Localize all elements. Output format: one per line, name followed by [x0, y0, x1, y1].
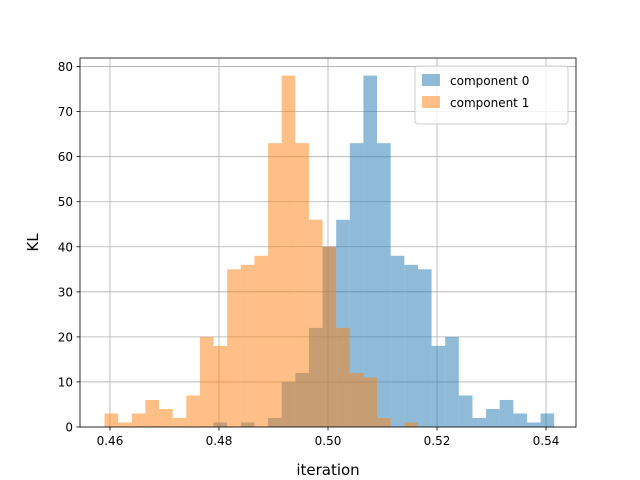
histogram-bar: [213, 345, 228, 427]
histogram-bar: [349, 372, 364, 427]
histogram-bar: [186, 395, 200, 427]
histogram-bar: [540, 413, 555, 427]
legend-label: component 1: [450, 96, 529, 110]
histogram-bar: [199, 336, 214, 427]
y-tick-label: 0: [65, 421, 73, 435]
y-tick-label: 30: [58, 285, 73, 299]
histogram-bar: [308, 219, 323, 427]
y-tick-label: 50: [58, 195, 73, 209]
y-tick-label: 10: [58, 375, 73, 389]
histogram-bar: [118, 422, 132, 427]
histogram-bar: [513, 413, 527, 427]
histogram-bar: [377, 143, 391, 427]
y-tick-label: 80: [58, 60, 73, 74]
histogram-bar: [240, 264, 255, 427]
x-tick-label: 0.54: [533, 434, 560, 448]
histogram-bar: [458, 395, 473, 427]
histogram-bar: [295, 143, 309, 427]
y-tick-label: 60: [58, 150, 73, 164]
histogram-bars: [104, 75, 555, 428]
x-tick-label: 0.50: [315, 434, 342, 448]
y-axis-ticks: 0 10 20 30 40 50 60 70 80: [58, 60, 80, 435]
histogram-bar: [159, 408, 173, 427]
histogram-bar: [172, 417, 187, 427]
histogram-bar: [472, 417, 487, 427]
histogram-bar: [363, 377, 378, 427]
histogram-bar: [377, 417, 391, 427]
y-tick-label: 20: [58, 330, 73, 344]
legend-box: [414, 65, 569, 125]
y-tick-label: 40: [58, 240, 73, 254]
histogram-bar: [363, 75, 378, 428]
x-axis-label: iteration: [296, 461, 359, 479]
histogram-bar: [445, 336, 459, 427]
histogram-bar: [417, 269, 432, 427]
histogram-bar: [336, 327, 350, 427]
histogram-bar: [322, 246, 337, 427]
histogram-bar: [404, 422, 418, 427]
histogram-bar: [526, 422, 541, 427]
legend-swatch: [422, 74, 440, 86]
histogram-bar: [390, 255, 405, 427]
legend-label: component 0: [450, 74, 529, 88]
y-tick-label: 70: [58, 105, 73, 119]
histogram-bar: [404, 264, 418, 427]
x-tick-label: 0.46: [97, 434, 124, 448]
histogram-bar: [227, 269, 241, 427]
histogram-bar: [486, 408, 500, 427]
x-tick-label: 0.52: [424, 434, 451, 448]
histogram-bar: [131, 413, 146, 427]
histogram-bar: [268, 143, 282, 427]
x-tick-label: 0.48: [206, 434, 233, 448]
histogram-bar: [145, 399, 160, 427]
series-1-bars: [104, 75, 418, 428]
legend-swatch: [422, 96, 440, 108]
histogram-bar: [349, 143, 364, 427]
histogram-bar: [431, 345, 446, 427]
histogram-bar: [281, 75, 296, 428]
x-axis-ticks: 0.46 0.48 0.50 0.52 0.54: [97, 427, 560, 448]
legend: component 0 component 1: [414, 65, 569, 125]
histogram-bar: [499, 399, 514, 427]
histogram-bar: [104, 413, 119, 427]
histogram-bar: [254, 255, 269, 427]
y-axis-label: KL: [24, 233, 42, 252]
